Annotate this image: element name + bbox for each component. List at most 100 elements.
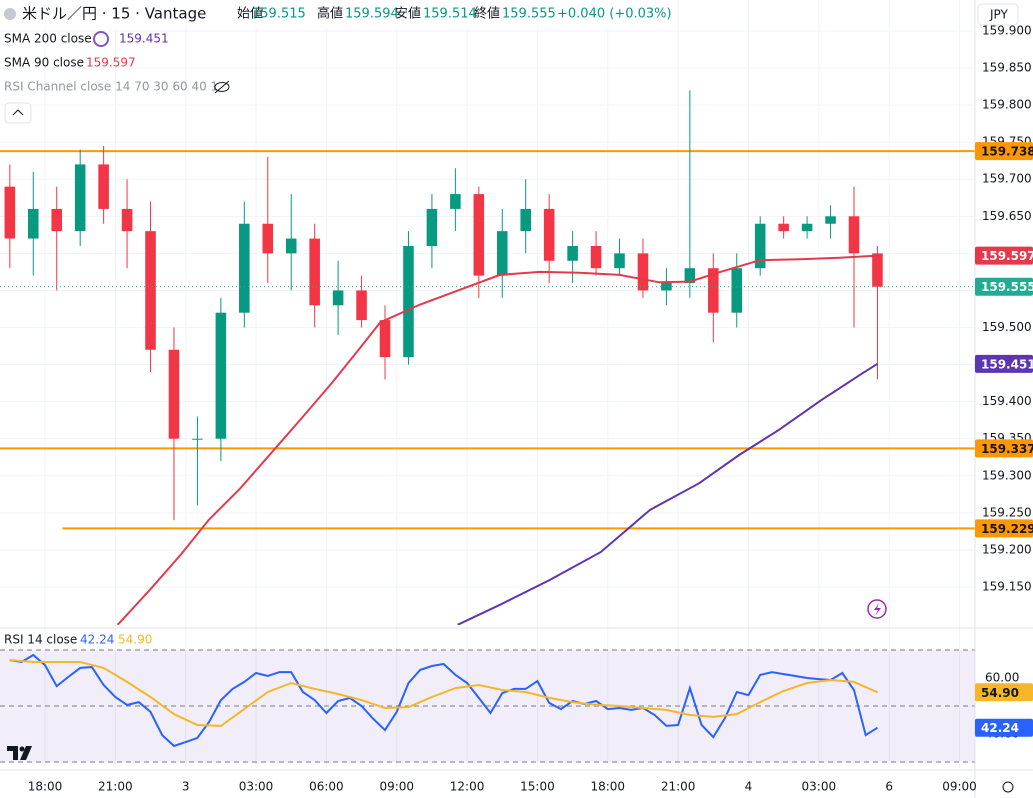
candle-body [356, 290, 367, 321]
collapse-button[interactable] [4, 102, 32, 124]
candle-body [496, 231, 508, 276]
hide-icon[interactable] [214, 80, 230, 94]
change: +0.040 (+0.03%) [557, 7, 672, 22]
candle-body [637, 253, 649, 291]
open-label: 始値 [237, 6, 263, 22]
x-tick-label: 3 [182, 780, 190, 794]
axes: 159.900159.850159.800159.750159.700159.6… [28, 23, 1033, 794]
price-tag [975, 439, 1033, 458]
candle-body [379, 320, 391, 358]
candle-body [98, 164, 109, 209]
x-tick-label: 18:00 [28, 780, 63, 794]
price-tag [975, 683, 1033, 702]
rsi-title[interactable]: RSI 14 close [4, 633, 77, 647]
high-value: 159.594 [345, 7, 399, 22]
plot [0, 90, 975, 748]
candle-body [285, 238, 297, 254]
low-value: 159.514 [423, 7, 477, 22]
price-tag-label: 54.90 [981, 686, 1019, 700]
candle-body [754, 223, 766, 269]
candle-body [403, 245, 414, 358]
rsi-value: 42.24 [80, 633, 114, 647]
x-tick-label: 12:00 [450, 780, 485, 794]
candle-body [239, 223, 250, 313]
candle-body [848, 216, 860, 254]
sma90-value: 159.597 [86, 56, 136, 70]
candle-body [4, 186, 16, 239]
close-value: 159.555 [502, 7, 556, 22]
price-tag-label: 159.738 [981, 145, 1033, 159]
price-tag [975, 142, 1033, 161]
x-tick-label: 09:00 [379, 780, 414, 794]
price-tag-label: 159.555 [981, 280, 1033, 294]
x-tick-label: 21:00 [98, 780, 133, 794]
price-tag-label: 159.229 [981, 522, 1033, 536]
x-tick-label: 4 [745, 780, 753, 794]
low-label: 安値 [395, 6, 421, 22]
candle-body [51, 208, 63, 232]
collapse-icon [12, 109, 24, 116]
x-tick-label: 15:00 [520, 780, 555, 794]
price-tag [975, 354, 1033, 373]
y-tick-label: 159.900 [982, 23, 1032, 37]
rsi-channel-name[interactable]: RSI Channel close 14 70 30 60 40 1 [4, 80, 218, 94]
candle-body [192, 438, 203, 440]
open-value: 159.515 [252, 7, 306, 22]
candle-body [27, 208, 39, 239]
line-series [9, 653, 879, 748]
sma200-icon[interactable] [93, 31, 109, 47]
close-label: 終値 [474, 6, 500, 22]
candle-body [74, 164, 86, 232]
price-tag [975, 519, 1033, 538]
grid [0, 0, 975, 768]
currency-button[interactable] [977, 3, 1019, 26]
x-tick-label: 09:00 [942, 780, 977, 794]
rsi-ma-value: 54.90 [118, 633, 152, 647]
y-tick-label: 159.400 [982, 394, 1032, 408]
candle-body [708, 268, 719, 313]
x-tick-label: 06:00 [309, 780, 344, 794]
candle-body [590, 245, 602, 269]
sma200-value: 159.451 [119, 32, 169, 46]
candle-body [426, 208, 438, 246]
line-series [457, 362, 879, 625]
candle-body [450, 194, 461, 209]
sma90-name[interactable]: SMA 90 close [4, 56, 84, 70]
candle-body [168, 349, 180, 439]
line-series [116, 254, 878, 625]
sma200-name[interactable]: SMA 200 close [4, 32, 92, 46]
candle-body [520, 208, 531, 232]
candle-body [825, 216, 836, 224]
price-tag [975, 246, 1033, 265]
currency[interactable]: JPY [989, 8, 1009, 22]
price-tag-label: 159.451 [981, 357, 1033, 371]
price-tag-label: 42.24 [981, 721, 1019, 735]
candle-body [473, 194, 485, 276]
price-tag-label: 159.337 [981, 442, 1033, 456]
y-tick-label: 159.650 [982, 209, 1032, 223]
symbol[interactable]: 米ドル／円 · 15 · Vantage [22, 5, 206, 23]
alert-bolt [874, 603, 881, 616]
price-tag-label: 159.597 [981, 249, 1033, 263]
x-tick-label: 18:00 [590, 780, 625, 794]
candle-body [543, 208, 555, 261]
candle-body [567, 245, 578, 261]
y-tick-label: 60.00 [985, 671, 1019, 685]
candle-body [801, 223, 813, 232]
line-series [9, 659, 878, 727]
high-label: 高値 [317, 6, 343, 22]
y-tick-label: 159.150 [982, 579, 1032, 593]
candle-body [262, 223, 274, 254]
y-tick-label: 159.200 [982, 542, 1032, 556]
candle-body [731, 268, 743, 313]
settings-icon[interactable] [1002, 781, 1014, 793]
y-tick-label: 159.300 [982, 468, 1032, 482]
candle-body [215, 312, 227, 439]
x-tick-label: 21:00 [661, 780, 696, 794]
logo[interactable] [7, 746, 32, 760]
candle-body [309, 238, 320, 306]
legend-bg [0, 0, 660, 28]
x-tick-label: 03:00 [239, 780, 274, 794]
